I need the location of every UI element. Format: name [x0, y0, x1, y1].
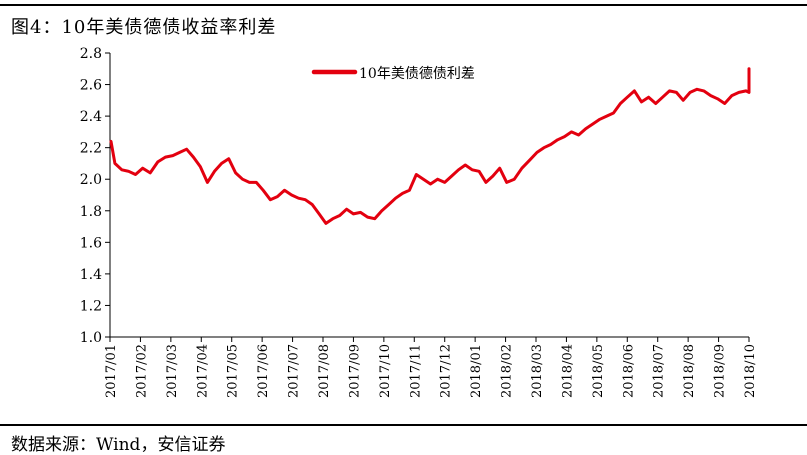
- y-tick-label: 2.6: [80, 78, 102, 94]
- y-tick-label: 1.6: [80, 235, 102, 251]
- chart-series: [109, 67, 751, 225]
- legend-label: 10年美债德债利差: [359, 66, 475, 82]
- y-tick-label: 2.0: [80, 172, 102, 188]
- y-tick-label: 2.2: [80, 141, 102, 157]
- x-tick-label: 2018/03: [530, 344, 545, 398]
- x-tick-label: 2017/04: [195, 344, 210, 398]
- x-tick-label: 2017/05: [226, 344, 241, 398]
- top-rule: [0, 4, 807, 6]
- x-tick-label: 2017/12: [439, 344, 454, 398]
- y-axis-ticks: 1.0 1.2 1.4 1.6 1.8 2.0 2.2 2.4 2.6 2.8: [80, 46, 110, 346]
- x-tick-label: 2017/10: [378, 344, 393, 398]
- x-tick-label: 2017/01: [104, 344, 119, 398]
- chart-legend: 10年美债德债利差: [311, 66, 475, 82]
- x-tick-label: 2017/07: [287, 344, 302, 398]
- x-tick-label: 2018/07: [652, 344, 667, 398]
- x-tick-label: 2017/11: [408, 344, 423, 398]
- x-tick-label: 2018/08: [682, 344, 697, 398]
- x-tick-label: 2018/04: [560, 344, 575, 398]
- x-tick-label: 2017/03: [165, 344, 180, 398]
- x-tick-label: 2017/08: [317, 344, 332, 398]
- y-tick-label: 1.8: [80, 204, 102, 220]
- bottom-rule: [0, 424, 807, 426]
- x-tick-label: 2018/02: [500, 344, 515, 398]
- x-tick-label: 2018/05: [591, 344, 606, 398]
- x-tick-label: 2017/06: [256, 344, 271, 398]
- figure-title: 图4：10年美债德债收益率利差: [11, 17, 277, 38]
- x-tick-label: 2017/09: [347, 344, 362, 398]
- y-tick-label: 2.4: [80, 109, 102, 125]
- x-tick-label: 2018/06: [621, 344, 636, 398]
- x-tick-label: 2018/10: [743, 344, 758, 398]
- y-tick-label: 1.0: [80, 330, 102, 346]
- x-axis-ticks: 2017/01 2017/02 2017/03 2017/04 2017/05 2017/…: [104, 337, 758, 398]
- y-tick-label: 1.4: [80, 267, 102, 283]
- y-tick-label: 1.2: [80, 298, 102, 314]
- figure-source: 数据来源：Wind，安信证券: [11, 435, 226, 455]
- chart-axes: [109, 53, 749, 338]
- y-tick-label: 2.8: [80, 46, 102, 62]
- x-tick-label: 2018/09: [713, 344, 728, 398]
- x-tick-label: 2018/01: [469, 344, 484, 398]
- series-line: [109, 67, 751, 225]
- x-tick-label: 2017/02: [134, 344, 149, 398]
